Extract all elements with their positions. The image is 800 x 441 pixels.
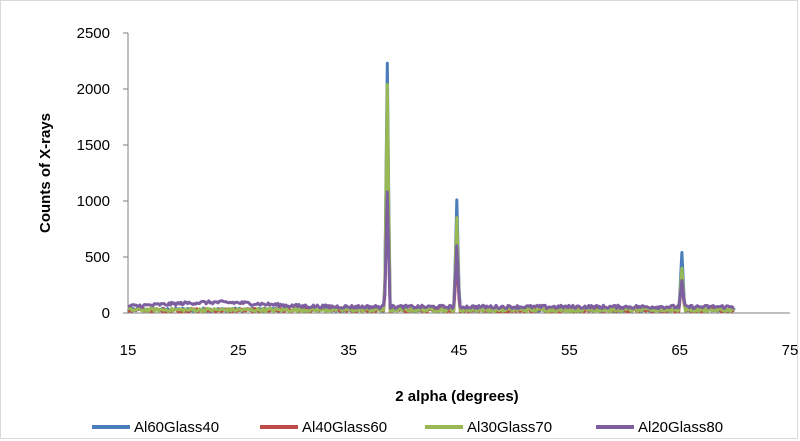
legend-label: Al20Glass80 <box>638 419 723 436</box>
series-line-al60glass40 <box>126 61 736 313</box>
y-tick-label: 1500 <box>77 137 110 154</box>
x-tick-label: 55 <box>561 342 578 359</box>
y-tick-label: 1000 <box>77 193 110 210</box>
y-tick-label: 2500 <box>77 25 110 42</box>
legend-label: Al40Glass60 <box>302 419 387 436</box>
legend: Al60Glass40 Al40Glass60 Al30Glass70 Al20Gla… <box>92 419 723 436</box>
series-line-al20glass80 <box>127 190 735 310</box>
legend-label: Al30Glass70 <box>467 419 552 436</box>
plot-area <box>127 33 790 314</box>
series-line-al40glass60 <box>127 177 735 314</box>
x-tick-label: 15 <box>120 342 137 359</box>
series-line-al30glass70 <box>127 83 736 313</box>
y-tick-label: 2000 <box>77 81 110 98</box>
series-lines <box>126 61 736 314</box>
legend-label: Al60Glass40 <box>134 419 219 436</box>
y-axis-ticks: 0 500 1000 1500 2000 2500 <box>77 25 128 322</box>
y-tick-label: 500 <box>85 249 110 266</box>
x-tick-label: 65 <box>671 342 688 359</box>
x-tick-label: 35 <box>340 342 357 359</box>
x-axis-title: 2 alpha (degrees) <box>395 388 518 405</box>
x-tick-label: 45 <box>451 342 468 359</box>
x-tick-label: 25 <box>230 342 247 359</box>
x-axis-ticks: 15 25 35 45 55 65 75 <box>120 342 799 359</box>
y-axis-title: Counts of X-rays <box>37 113 54 233</box>
x-tick-label: 75 <box>782 342 799 359</box>
y-tick-label: 0 <box>102 305 110 322</box>
